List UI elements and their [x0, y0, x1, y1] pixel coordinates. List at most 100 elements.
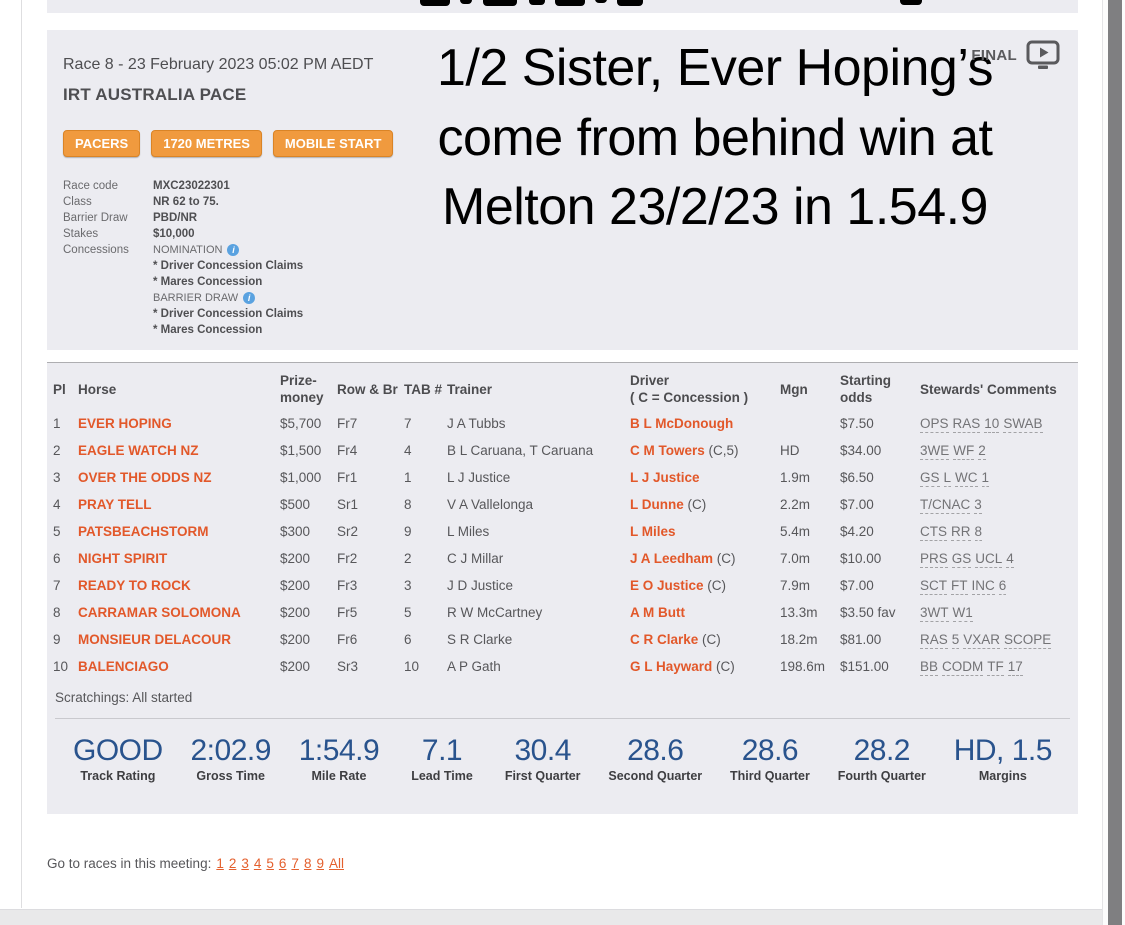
stat-label: Gross Time	[196, 769, 265, 783]
race-nav-link-8[interactable]: 8	[303, 856, 312, 871]
horse-link[interactable]: EAGLE WATCH NZ	[78, 443, 199, 458]
stat-value: 1:54.9	[298, 734, 380, 767]
scratchings-note: Scratchings: All started	[55, 690, 193, 705]
final-replay[interactable]: FINAL	[971, 40, 1060, 70]
cell-odds: $6.50	[840, 470, 874, 485]
stewards-comment-code: 6	[998, 578, 1007, 595]
cell-place: 2	[53, 443, 61, 458]
cell-margin: 2.2m	[780, 497, 811, 512]
cell-trainer: C J Millar	[447, 551, 504, 566]
cell-horse: PRAY TELL	[78, 492, 280, 519]
table-row: 3 OVER THE ODDS NZ $1,000 Fr1 1 L J Just…	[53, 465, 1072, 492]
stewards-comment-code: WC	[955, 470, 978, 487]
info-icon[interactable]: i	[227, 244, 240, 256]
race-result-headline: 1/2 Sister, Ever Hoping’s come from behi…	[437, 39, 993, 237]
driver-concession-note: (C,5)	[704, 443, 739, 458]
driver-link[interactable]: E O Justice	[630, 578, 704, 593]
horse-link[interactable]: MONSIEUR DELACOUR	[78, 632, 232, 647]
final-label: FINAL	[971, 46, 1017, 64]
cell-trainer: J D Justice	[447, 578, 514, 593]
race-nav-link-4[interactable]: 4	[253, 856, 262, 871]
cell-place: 4	[53, 497, 61, 512]
race-date-line: Race 8 - 23 February 2023 05:02 PM AEDT	[63, 56, 374, 73]
horse-link[interactable]: PATSBEACHSTORM	[78, 524, 209, 539]
stewards-comment-code: 8	[974, 524, 983, 541]
stewards-comment-code: SWAB	[1003, 416, 1043, 433]
cell-tab: 10	[404, 659, 420, 674]
cell-comments: BB CODM TF 17	[920, 654, 1072, 681]
race-nav-link-5[interactable]: 5	[266, 856, 274, 871]
horse-link[interactable]: CARRAMAR SOLOMONA	[78, 605, 241, 620]
race-nav-link-6[interactable]: 6	[278, 856, 287, 871]
stewards-comment-code: 2	[978, 443, 986, 460]
cell-prize: $1,000	[280, 470, 322, 485]
driver-link[interactable]: C M Towers	[630, 443, 705, 458]
horse-link[interactable]: READY TO ROCK	[78, 578, 191, 593]
scrollbar-thumb[interactable]	[1108, 0, 1122, 925]
horse-link[interactable]: BALENCIAGO	[78, 659, 169, 674]
driver-link[interactable]: L Dunne	[630, 497, 684, 512]
race-nav-link-3[interactable]: 3	[241, 856, 249, 871]
horse-link[interactable]: PRAY TELL	[78, 497, 152, 512]
cutoff-glyph-fragment	[595, 0, 607, 3]
cell-margin: 5.4m	[780, 524, 811, 539]
driver-link[interactable]: C R Clarke	[630, 632, 699, 647]
driver-link[interactable]: B L McDonough	[630, 416, 734, 431]
cell-place: 3	[53, 470, 61, 485]
race-nav-link-1[interactable]: 1	[216, 856, 224, 871]
cell-horse: EAGLE WATCH NZ	[78, 438, 280, 465]
cell-tab: 7	[404, 416, 412, 431]
horse-link[interactable]: NIGHT SPIRIT	[78, 551, 168, 566]
stewards-comment-code: 3WT	[920, 605, 949, 622]
driver-link[interactable]: J A Leedham	[630, 551, 714, 566]
cell-trainer: L Miles	[447, 524, 490, 539]
cell-tab: 2	[404, 551, 412, 566]
cell-row-br: Fr3	[337, 578, 358, 593]
race-nav-link-2[interactable]: 2	[228, 856, 237, 871]
driver-link[interactable]: A M Butt	[630, 605, 685, 620]
driver-link[interactable]: L Miles	[630, 524, 676, 539]
cutoff-glyph-fragment	[529, 0, 545, 5]
scrollbar[interactable]	[1102, 0, 1125, 925]
race-stat: 30.4 First Quarter	[505, 734, 581, 783]
cell-row-br: Fr2	[337, 551, 358, 566]
col-header-comments: Stewards' Comments	[920, 381, 1057, 397]
horse-link[interactable]: OVER THE ODDS NZ	[78, 470, 212, 485]
col-header-driver-line1: Driver	[630, 373, 670, 388]
col-header-pl: Pl	[53, 381, 66, 397]
race-stat: 28.6 Second Quarter	[608, 734, 702, 783]
concession-text: NOMINATION	[153, 244, 223, 256]
detail-value: $10,000	[153, 228, 195, 240]
col-header-trainer: Trainer	[447, 381, 493, 397]
driver-link[interactable]: G L Hayward	[630, 659, 713, 674]
race-badge: MOBILE START	[272, 130, 394, 157]
race-detail-row: Barrier Draw PBD/NR	[63, 210, 303, 226]
stewards-comment-code: BB	[920, 659, 939, 676]
race-stat: 28.2 Fourth Quarter	[838, 734, 926, 783]
race-nav-link-7[interactable]: 7	[291, 856, 299, 871]
driver-concession-note: (C)	[713, 551, 736, 566]
driver-link[interactable]: L J Justice	[630, 470, 700, 485]
stewards-comment-code: FT	[951, 578, 968, 595]
stat-label: Margins	[978, 769, 1027, 783]
table-row: 9 MONSIEUR DELACOUR $200 Fr6 6 S R Clark…	[53, 627, 1072, 654]
race-nav-link-all[interactable]: All	[328, 856, 344, 871]
info-icon[interactable]: i	[243, 292, 256, 304]
cell-comments: 3WT W1	[920, 600, 1072, 627]
stat-label: First Quarter	[504, 769, 581, 783]
stat-label: Lead Time	[411, 769, 473, 783]
stewards-comment-code: 3	[974, 497, 982, 514]
stewards-comment-code: W1	[952, 605, 973, 622]
horse-link[interactable]: EVER HOPING	[78, 416, 172, 431]
tv-play-icon[interactable]	[1026, 40, 1060, 70]
stat-label: Third Quarter	[729, 769, 810, 783]
cell-prize: $200	[280, 659, 311, 674]
races-nav-links: 1 2 3 4 5 6 7 8 9 All	[211, 856, 344, 871]
race-nav-link-9[interactable]: 9	[316, 856, 324, 871]
stat-label: Track Rating	[80, 769, 156, 783]
driver-concession-note: (C)	[703, 578, 727, 593]
cell-driver: B L McDonough	[630, 411, 780, 438]
stewards-comment-code: PRS	[920, 551, 948, 568]
concession-text: * Driver Concession Claims	[153, 260, 304, 272]
col-header-row-br: Row & Br	[337, 381, 398, 397]
